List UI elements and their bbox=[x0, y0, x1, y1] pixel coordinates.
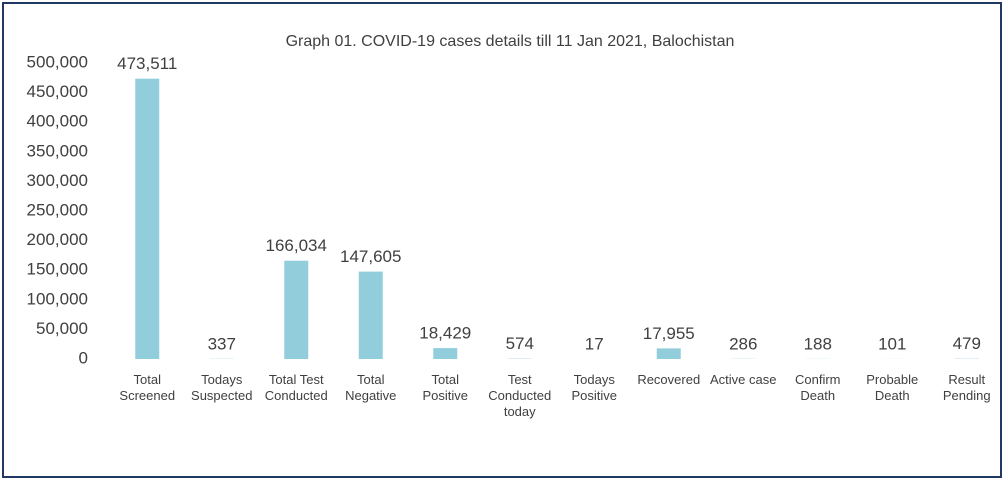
bar bbox=[656, 348, 681, 359]
value-label: 479 bbox=[953, 334, 981, 353]
value-label: 574 bbox=[506, 334, 534, 353]
x-tick-label: Todays Suspected bbox=[191, 372, 253, 403]
x-tick-label: Total Negative bbox=[345, 372, 397, 403]
y-tick-label: 350,000 bbox=[27, 141, 88, 160]
value-label: 188 bbox=[804, 334, 832, 353]
y-tick-label: 400,000 bbox=[27, 112, 88, 131]
y-tick-label: 500,000 bbox=[27, 52, 88, 71]
y-tick-label: 300,000 bbox=[27, 171, 88, 190]
x-tick-label: Confirm Death bbox=[794, 372, 841, 403]
value-label: 147,605 bbox=[340, 247, 401, 266]
y-tick-label: 100,000 bbox=[27, 289, 88, 308]
x-tick-label: Todays Positive bbox=[571, 372, 618, 403]
x-tick-label: Probable Death bbox=[866, 372, 919, 403]
y-tick-label: 0 bbox=[79, 348, 88, 367]
bar bbox=[433, 348, 458, 359]
value-label: 18,429 bbox=[419, 324, 471, 343]
x-tick-label: Result Pending bbox=[942, 372, 991, 403]
value-label: 286 bbox=[729, 334, 757, 353]
value-label: 101 bbox=[878, 334, 906, 353]
y-tick-label: 150,000 bbox=[27, 260, 88, 279]
chart-title: Graph 01. COVID-19 cases details till 11… bbox=[286, 33, 735, 50]
value-label: 17,955 bbox=[643, 324, 695, 343]
x-tick-label: Recovered bbox=[637, 372, 701, 387]
bar bbox=[284, 260, 309, 359]
y-tick-label: 200,000 bbox=[27, 230, 88, 249]
y-tick-label: 50,000 bbox=[36, 319, 88, 338]
value-label: 473,511 bbox=[117, 54, 177, 73]
bar bbox=[358, 271, 383, 359]
y-tick-label: 450,000 bbox=[27, 82, 88, 101]
bar bbox=[135, 78, 160, 359]
x-tick-label: Active case bbox=[710, 372, 777, 387]
value-label: 17 bbox=[585, 334, 604, 353]
x-tick-label: Total Positive bbox=[422, 372, 469, 403]
x-tick-label: Total Test Conducted bbox=[264, 372, 328, 403]
x-tick-label: Test Conducted today bbox=[488, 372, 552, 419]
y-tick-label: 250,000 bbox=[27, 200, 88, 219]
value-label: 337 bbox=[208, 334, 236, 353]
value-label: 166,034 bbox=[266, 236, 327, 255]
x-tick-label: Total Screened bbox=[119, 372, 176, 403]
